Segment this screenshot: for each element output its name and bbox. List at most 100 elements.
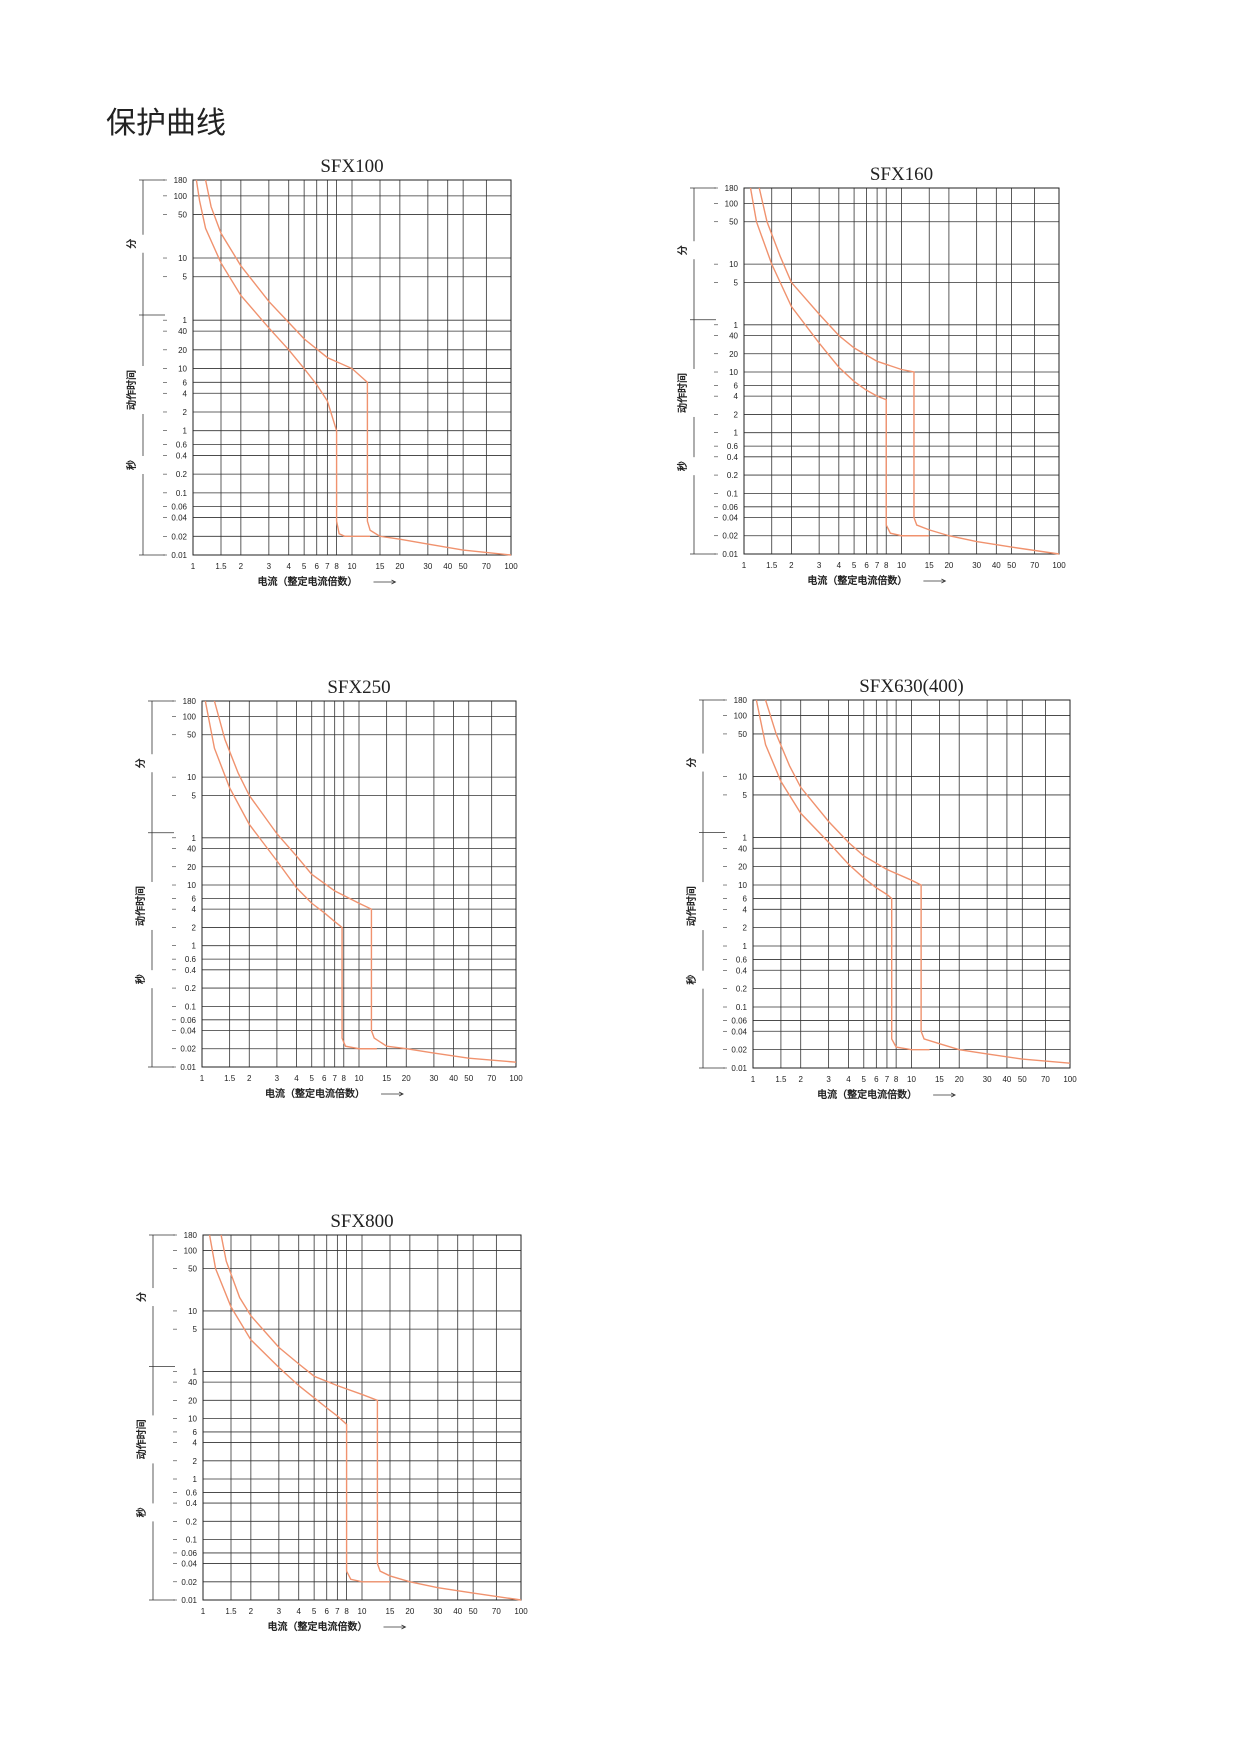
chart-title: SFX800 — [330, 1211, 393, 1232]
y-tick-label: 1 — [183, 427, 188, 436]
y-tick-label: 1 — [193, 1367, 198, 1376]
x-tick-label: 3 — [817, 561, 822, 570]
y-tick-label: 0.1 — [185, 1002, 197, 1011]
x-tick-label: 4 — [287, 562, 292, 571]
y-tick-label: 10 — [738, 773, 747, 782]
label-gap — [701, 970, 705, 989]
y-tick-label: 0.02 — [722, 532, 738, 541]
x-tick-label: 20 — [402, 1074, 411, 1083]
y-tick-label: 180 — [183, 697, 197, 706]
x-tick-label: 1 — [191, 562, 196, 571]
x-tick-label: 4 — [846, 1075, 851, 1084]
x-tick-label: 10 — [358, 1607, 367, 1616]
y-tick-label: 6 — [193, 1428, 198, 1437]
y-tick-label: 0.2 — [727, 471, 739, 480]
y-unit-seconds: 秒 — [685, 975, 698, 985]
x-tick-label: 10 — [897, 561, 906, 570]
y-tick-label: 4 — [192, 905, 197, 914]
x-tick-label: 50 — [459, 562, 468, 571]
y-tick-label: 0.6 — [186, 1488, 198, 1497]
y-tick-label: 0.4 — [186, 1499, 198, 1508]
y-tick-label: 6 — [734, 381, 739, 390]
x-tick-label: 20 — [944, 561, 953, 570]
y-tick-label: 0.4 — [727, 453, 739, 462]
y-unit-seconds: 秒 — [135, 1507, 148, 1517]
x-tick-label: 20 — [395, 562, 404, 571]
y-axis-title: 动作时间 — [676, 373, 689, 413]
y-unit-minutes: 分 — [685, 758, 698, 768]
trip-curve — [213, 700, 517, 1063]
x-tick-label: 70 — [482, 562, 491, 571]
x-tick-label: 6 — [314, 562, 319, 571]
x-tick-label: 50 — [1007, 561, 1016, 570]
x-axis-title: 电流（整定电流倍数） — [265, 1087, 365, 1100]
y-tick-label: 0.04 — [171, 514, 187, 523]
x-tick-label: 3 — [275, 1074, 280, 1083]
x-tick-label: 10 — [348, 562, 357, 571]
y-tick-label: 10 — [729, 260, 738, 269]
y-tick-label: 0.1 — [736, 1003, 748, 1012]
plot-frame — [192, 179, 512, 556]
x-tick-label: 70 — [487, 1074, 496, 1083]
x-tick-label: 70 — [492, 1607, 501, 1616]
y-unit-minutes: 分 — [135, 1292, 148, 1302]
y-tick-label: 180 — [725, 184, 739, 193]
x-tick-label: 30 — [423, 562, 432, 571]
y-tick-label: 10 — [729, 368, 738, 377]
y-tick-label: 100 — [725, 199, 739, 208]
y-tick-label: 0.6 — [176, 440, 188, 449]
x-axis-arrow — [383, 1624, 407, 1630]
x-tick-label: 30 — [983, 1075, 992, 1084]
x-axis-arrow — [923, 578, 947, 584]
y-tick-label: 0.01 — [171, 551, 187, 560]
chart: SFX630(400)1 1.5 2 3 4 5 6 7 8 10 15 20 30 40 50 70 1000… — [685, 676, 1077, 1101]
y-tick-label: 10 — [188, 1307, 197, 1316]
y-tick-label: 0.6 — [185, 955, 197, 964]
y-unit-seconds: 秒 — [134, 974, 147, 984]
y-tick-label: 0.04 — [722, 513, 738, 522]
y-tick-label: 0.06 — [722, 503, 738, 512]
x-tick-label: 6 — [874, 1075, 879, 1084]
x-tick-label: 7 — [875, 561, 880, 570]
x-tick-label: 1 — [200, 1074, 205, 1083]
x-tick-label: 7 — [335, 1607, 340, 1616]
x-tick-label: 7 — [332, 1074, 337, 1083]
x-tick-label: 50 — [1018, 1075, 1027, 1084]
label-gap — [151, 1503, 155, 1522]
x-tick-label: 5 — [312, 1607, 317, 1616]
y-tick-label: 20 — [729, 350, 738, 359]
y-tick-label: 20 — [178, 346, 187, 355]
y-tick-label: 0.1 — [727, 489, 739, 498]
x-tick-label: 5 — [302, 562, 307, 571]
x-tick-label: 40 — [1002, 1075, 1011, 1084]
y-axis-title: 动作时间 — [685, 886, 698, 926]
y-tick-label: 4 — [193, 1439, 198, 1448]
trip-curve — [204, 700, 377, 1050]
y-axis-title: 动作时间 — [125, 370, 138, 410]
chart-title: SFX630(400) — [859, 676, 964, 697]
y-tick-label: 4 — [183, 389, 188, 398]
y-tick-label: 2 — [734, 410, 739, 419]
x-tick-label: 2 — [798, 1075, 803, 1084]
x-axis-arrow — [381, 1091, 404, 1097]
x-tick-label: 100 — [509, 1074, 523, 1083]
x-tick-label: 40 — [453, 1607, 462, 1616]
x-tick-label: 2 — [789, 561, 794, 570]
x-axis-title: 电流（整定电流倍数） — [257, 575, 357, 588]
y-tick-label: 0.4 — [736, 966, 748, 975]
chart-title: SFX250 — [327, 677, 390, 698]
plot-frame — [752, 699, 1071, 1069]
x-tick-label: 5 — [310, 1074, 315, 1083]
x-tick-label: 20 — [405, 1607, 414, 1616]
trip-curve — [758, 187, 1060, 555]
y-tick-label: 6 — [183, 378, 188, 387]
y-unit-minutes: 分 — [125, 239, 138, 249]
x-tick-label: 6 — [864, 561, 869, 570]
y-tick-label: 5 — [743, 791, 748, 800]
y-tick-label: 0.06 — [180, 1016, 196, 1025]
y-tick-label: 2 — [183, 408, 188, 417]
y-tick-label: 50 — [187, 731, 196, 740]
label-gap — [151, 1415, 155, 1464]
trip-curve — [764, 699, 1071, 1064]
